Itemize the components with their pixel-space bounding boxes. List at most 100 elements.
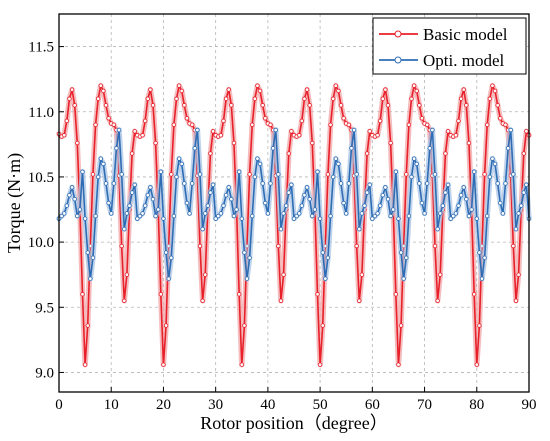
data-point [182,181,187,186]
data-point [116,127,122,133]
legend-marker-basic [394,30,402,38]
data-point [250,213,255,219]
data-point [122,298,127,303]
data-point [283,203,289,208]
data-point [111,122,117,127]
data-point [474,362,479,367]
data-point [95,96,101,101]
data-point [289,182,294,187]
data-point [406,122,412,127]
data-point [524,182,529,187]
data-point [518,203,524,208]
data-point [380,192,385,198]
data-point [422,211,427,216]
data-point [479,276,485,281]
data-point [184,116,190,121]
data-point [485,122,490,127]
data-point [276,172,281,177]
data-point [359,211,365,216]
data-point [226,87,231,92]
data-point [244,276,250,281]
x-tick-label: 30 [208,397,223,413]
data-point [401,276,406,281]
data-point [317,362,323,367]
data-point [323,276,328,281]
data-point [393,292,399,297]
data-point [106,116,111,121]
data-point [95,174,101,180]
x-tick-label: 20 [156,397,171,413]
data-point [354,243,359,249]
data-point [396,362,401,367]
data-point [383,87,388,92]
data-point [67,96,72,101]
data-point [417,181,422,186]
data-point [516,211,521,216]
data-point [513,298,519,303]
series-layer [56,82,532,368]
data-point [404,172,409,177]
data-point [414,88,419,94]
data-point [393,169,399,174]
data-point [315,169,320,174]
data-point [80,169,85,174]
data-point [281,272,286,277]
data-point [464,196,469,202]
data-point [252,96,258,101]
data-point [156,207,161,212]
data-point [513,226,519,232]
data-point [388,213,393,219]
data-point [341,200,346,206]
data-point [103,103,109,108]
data-point [263,116,268,121]
data-point [325,172,331,177]
data-point [242,323,247,328]
data-point [90,172,96,177]
data-point [291,216,297,221]
data-point [351,127,357,133]
y-axis-label: Torque (N·m) [4,153,25,253]
data-point [153,140,158,146]
data-point [419,200,425,206]
data-point [231,213,237,219]
data-point [320,250,325,255]
data-point [62,211,67,216]
data-point [409,174,414,180]
data-point [432,243,438,249]
data-point [524,129,529,134]
data-point [364,151,370,156]
data-point [226,185,231,190]
data-point [359,272,365,277]
data-point [257,161,263,167]
data-point [297,133,302,138]
data-point [268,122,273,127]
data-point [247,255,252,260]
axis-ticks: 0 10 20 30 40 50 60 70 80 90 9.0 9.5 10.0 10.5 11.0 11.… [28,40,537,413]
data-point [82,216,88,221]
data-point [297,211,302,216]
data-point [216,213,221,219]
data-point [187,211,192,216]
data-point [464,103,469,108]
data-point [498,200,503,206]
data-point [163,323,169,328]
data-point [145,192,150,198]
data-point [192,146,197,151]
data-point [482,172,487,177]
x-tick-label: 0 [55,397,63,413]
data-point [223,96,229,101]
data-point [310,140,315,146]
data-point [477,323,482,328]
data-point [307,103,312,108]
data-point [124,272,130,277]
data-point [132,129,137,134]
data-point [469,207,474,212]
data-point [69,87,75,92]
data-point [67,192,72,198]
data-point [388,140,393,146]
data-point [64,203,70,208]
data-point [200,298,205,303]
data-point [263,200,268,206]
data-point [508,127,513,133]
